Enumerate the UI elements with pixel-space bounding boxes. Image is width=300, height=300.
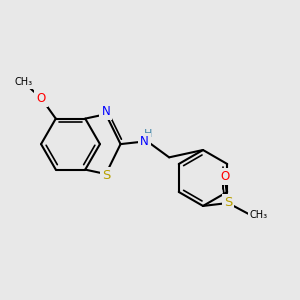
Text: N: N [101,105,110,118]
Text: S: S [224,196,232,209]
Text: CH₃: CH₃ [250,210,268,220]
Text: O: O [220,170,230,183]
Text: S: S [102,169,110,182]
Text: H: H [144,129,153,139]
Text: O: O [36,92,46,104]
Text: N: N [140,135,148,148]
Text: CH₃: CH₃ [14,77,32,87]
